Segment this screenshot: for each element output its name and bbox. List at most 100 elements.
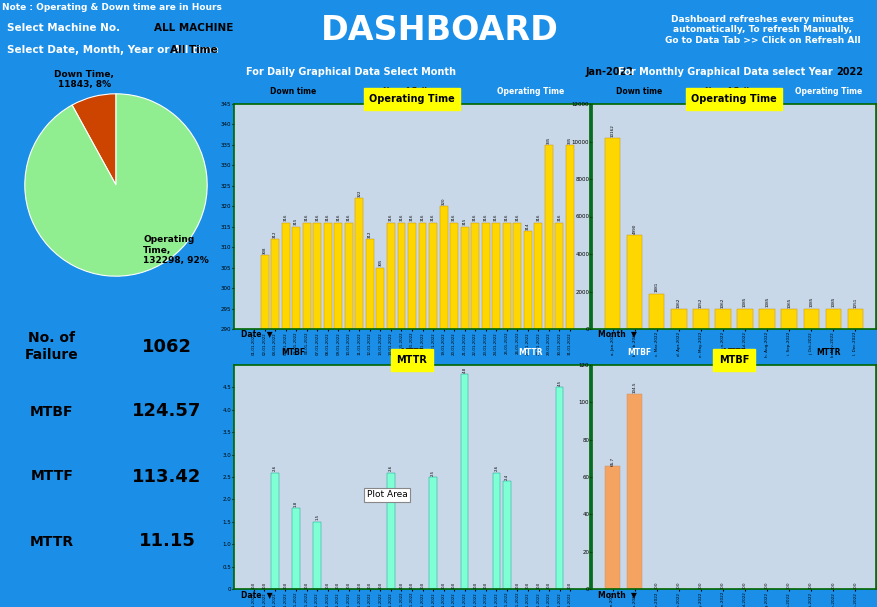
- Bar: [387, 472, 394, 589]
- Text: 316: 316: [557, 214, 560, 222]
- Bar: [545, 145, 553, 607]
- Bar: [781, 309, 796, 329]
- Text: 0.0: 0.0: [357, 582, 360, 588]
- Text: MTTF: MTTF: [31, 469, 74, 484]
- Text: 1881: 1881: [654, 282, 658, 292]
- Bar: [376, 268, 384, 607]
- Text: 316: 316: [420, 214, 424, 222]
- Bar: [802, 308, 818, 329]
- Bar: [846, 310, 862, 329]
- Bar: [313, 223, 321, 607]
- Text: Month  ▼: Month ▼: [597, 330, 636, 339]
- Text: For Daily Graphical Data Select Month: For Daily Graphical Data Select Month: [246, 67, 455, 77]
- Text: Note : Operating & Down time are in Hours: Note : Operating & Down time are in Hour…: [3, 4, 222, 13]
- Text: For Monthly Graphical Data select Year: For Monthly Graphical Data select Year: [617, 67, 832, 77]
- Bar: [524, 231, 531, 607]
- Text: 0.0: 0.0: [441, 582, 446, 588]
- Bar: [648, 294, 664, 329]
- Text: Operating Time: Operating Time: [795, 87, 861, 96]
- Text: 2.5: 2.5: [431, 470, 435, 476]
- Text: 0.0: 0.0: [483, 582, 488, 588]
- Text: 1.5: 1.5: [315, 514, 318, 520]
- Bar: [260, 256, 268, 607]
- Text: Plot Area: Plot Area: [367, 490, 407, 500]
- Text: DASHBOARD: DASHBOARD: [320, 13, 558, 47]
- Text: 316: 316: [452, 214, 455, 222]
- Text: 65.7: 65.7: [610, 456, 614, 466]
- Text: 0.0: 0.0: [378, 582, 382, 588]
- Title: Operating Time: Operating Time: [368, 94, 454, 104]
- Bar: [271, 472, 278, 589]
- Text: 1062: 1062: [720, 297, 724, 308]
- Bar: [460, 374, 467, 589]
- Bar: [313, 522, 320, 589]
- Text: 314: 314: [525, 222, 529, 229]
- Text: No. of Failure: No. of Failure: [382, 87, 441, 96]
- Text: 1062: 1062: [676, 297, 680, 308]
- Text: 0.0: 0.0: [336, 582, 339, 588]
- Text: MTTR: MTTR: [517, 348, 542, 357]
- Text: Operating Time: Operating Time: [496, 87, 564, 96]
- Text: 0.0: 0.0: [525, 582, 530, 588]
- Text: 316: 316: [483, 214, 487, 222]
- Text: 0.0: 0.0: [831, 582, 834, 588]
- Text: 316: 316: [399, 214, 403, 222]
- Text: MTTF: MTTF: [400, 348, 424, 357]
- Text: 0.0: 0.0: [367, 582, 371, 588]
- Text: 315: 315: [462, 218, 466, 225]
- Title: MTBF: MTBF: [718, 355, 748, 365]
- Text: 1085: 1085: [764, 297, 768, 307]
- Text: No. of Failure: No. of Failure: [704, 87, 762, 96]
- Text: 0.0: 0.0: [764, 582, 768, 588]
- Bar: [408, 223, 416, 607]
- Text: 316: 316: [410, 214, 414, 222]
- Bar: [303, 223, 310, 607]
- Text: Down time: Down time: [270, 87, 316, 96]
- Bar: [292, 508, 299, 589]
- Title: Operating Time: Operating Time: [690, 94, 776, 104]
- Text: 0.0: 0.0: [809, 582, 812, 588]
- Bar: [387, 223, 395, 607]
- Text: 2.6: 2.6: [389, 465, 393, 471]
- Bar: [324, 223, 332, 607]
- Text: 1052: 1052: [698, 297, 702, 308]
- Text: 11.15: 11.15: [139, 532, 196, 551]
- Text: Down time: Down time: [616, 87, 662, 96]
- Bar: [503, 223, 510, 607]
- Text: 1.8: 1.8: [294, 501, 297, 507]
- Text: 1085: 1085: [742, 297, 746, 307]
- Bar: [481, 223, 489, 607]
- Text: 312: 312: [367, 230, 372, 238]
- Text: Select Date, Month, Year or All time: Select Date, Month, Year or All time: [7, 45, 218, 55]
- Bar: [604, 138, 620, 329]
- Text: 0.0: 0.0: [676, 582, 680, 588]
- Bar: [355, 198, 363, 607]
- Bar: [492, 223, 500, 607]
- Text: 312: 312: [273, 230, 277, 238]
- Bar: [566, 145, 574, 607]
- Bar: [626, 236, 642, 329]
- Text: Sum of Result: Sum of Result: [239, 369, 288, 375]
- Bar: [692, 310, 708, 329]
- Text: 316: 316: [315, 214, 319, 222]
- Text: 316: 316: [389, 214, 393, 222]
- Text: 316: 316: [304, 214, 309, 222]
- Text: MTBF: MTBF: [281, 348, 305, 357]
- Bar: [439, 206, 447, 607]
- Text: 0.0: 0.0: [304, 582, 308, 588]
- Text: 0.0: 0.0: [654, 582, 658, 588]
- Text: 124.57: 124.57: [132, 402, 202, 421]
- Text: 0.0: 0.0: [420, 582, 424, 588]
- Text: 316: 316: [431, 214, 435, 222]
- Bar: [282, 223, 289, 607]
- Text: 0.0: 0.0: [742, 582, 746, 588]
- Bar: [534, 223, 542, 607]
- Text: 316: 316: [536, 214, 539, 222]
- Text: ALL MACHINE: ALL MACHINE: [153, 23, 233, 33]
- Text: 0.0: 0.0: [410, 582, 414, 588]
- Bar: [737, 308, 752, 329]
- Text: 308: 308: [262, 246, 267, 254]
- Text: 0.0: 0.0: [546, 582, 551, 588]
- Bar: [715, 309, 730, 329]
- Bar: [418, 223, 426, 607]
